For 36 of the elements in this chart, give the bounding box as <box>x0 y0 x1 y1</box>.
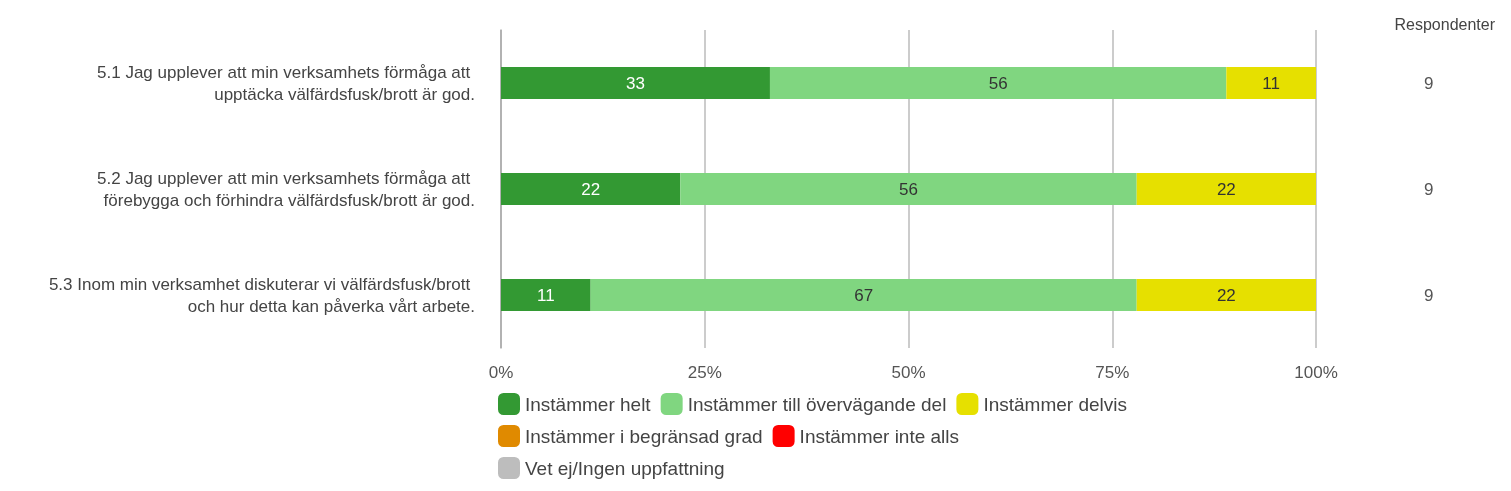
y2-tick-label: 9 <box>1424 73 1434 93</box>
bar <box>769 67 1227 99</box>
y2-tick-label: 9 <box>1424 179 1434 199</box>
bar <box>680 173 1137 205</box>
bar <box>1136 279 1316 311</box>
data-label: 11 <box>1262 73 1280 93</box>
legend-label: Instämmer helt <box>525 393 652 415</box>
y-tick-label: 5.1 Jag upplever att min verksamhets förmåga att upptäcka välfärdsfusk/brott är god. <box>97 62 475 104</box>
legend-label: Instämmer i begränsad grad <box>525 425 763 447</box>
bar <box>1226 67 1316 99</box>
bar <box>501 279 591 311</box>
y-tick-label: 5.2 Jag upplever att min verksamhets förmåga att förebygga och förhindra välfärdsfusk/brott är god. <box>97 168 475 210</box>
data-label: 22 <box>1216 285 1236 305</box>
y-tick-label: 5.3 Inom min verksamhet diskuterar vi välfärdsfusk/brott och hur detta kan påverka vårt arbete. <box>48 274 475 316</box>
data-label: 67 <box>854 285 874 305</box>
data-label: 22 <box>1216 179 1236 199</box>
legend-label: Instämmer delvis <box>983 393 1127 415</box>
data-label: 11 <box>537 285 555 305</box>
legend-label: Instämmer inte alls <box>799 425 960 447</box>
y2-axis-title: Respondenter <box>1394 15 1496 33</box>
x-tick-label: 25% <box>687 363 722 382</box>
x-tick-label: 100% <box>1294 363 1338 382</box>
bar <box>501 67 770 99</box>
legend-label: Instämmer till övervägande del <box>687 393 947 415</box>
legend-label: Vet ej/Ingen uppfattning <box>525 457 725 479</box>
bar <box>1136 173 1316 205</box>
data-label: 33 <box>626 73 645 93</box>
x-tick-label: 75% <box>1095 363 1130 382</box>
bar <box>590 279 1137 311</box>
x-tick-label: 50% <box>891 363 926 382</box>
bar <box>501 173 681 205</box>
data-label: 56 <box>988 73 1008 93</box>
data-label: 56 <box>899 179 918 199</box>
x-tick-label: 0% <box>488 363 514 382</box>
y2-tick-label: 9 <box>1424 285 1434 305</box>
data-label: 22 <box>581 179 601 199</box>
